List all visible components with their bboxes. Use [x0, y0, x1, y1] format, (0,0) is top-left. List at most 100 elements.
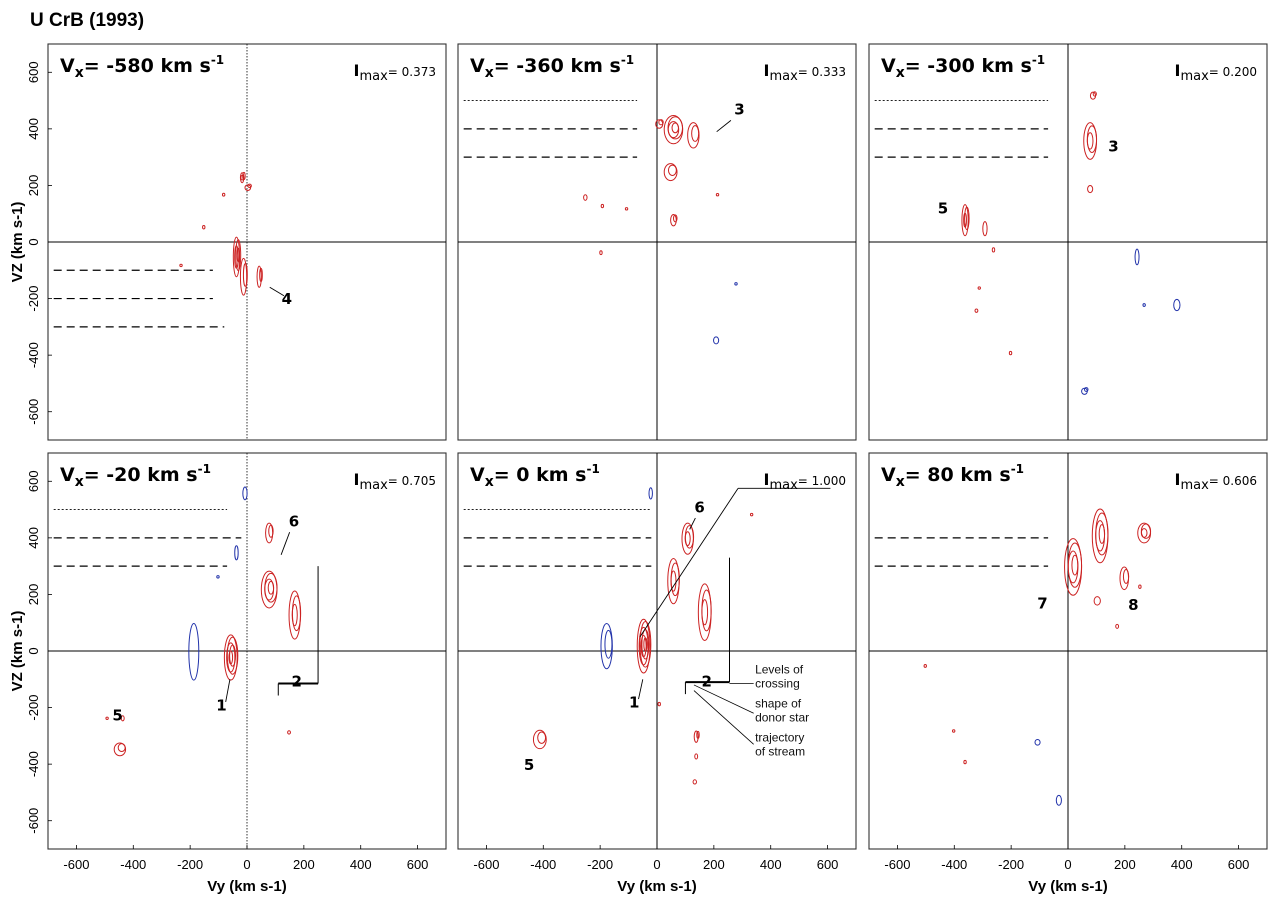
redshift-contour: [923, 664, 927, 668]
blueshift-contour: [713, 336, 720, 345]
y-tick-label: -200: [26, 695, 41, 721]
redshift-contour: [658, 119, 664, 126]
redshift-contour: [234, 245, 239, 269]
redshift-contour: [643, 637, 648, 652]
x-tick-label: 600: [407, 857, 429, 872]
imax-label: Imax= 0.705: [353, 470, 436, 493]
panel-6: 7 8 Vx= 80 km s-1 Imax= 0.606 -600 -400 -200 0 2…: [868, 452, 1268, 895]
x-tick-label: 400: [350, 857, 372, 872]
redshift-contour: [179, 263, 183, 268]
redshift-contour: [221, 192, 226, 197]
redshift-contour: [1093, 596, 1101, 606]
redshift-contour: [667, 164, 677, 177]
blueshift-contour: [1055, 794, 1062, 806]
redshift-contour: [259, 267, 263, 282]
vx-label-part: x: [485, 65, 494, 81]
redshift-contour: [532, 729, 547, 750]
y-tick-label: 400: [26, 527, 41, 549]
vx-label-part: = 80 km s: [905, 464, 1011, 486]
redshift-contour: [670, 214, 677, 227]
vx-label-part: V: [470, 55, 485, 77]
vx-label-part: V: [60, 55, 75, 77]
blueshift-contour: [242, 486, 248, 501]
vx-label-part: V: [470, 464, 485, 486]
redshift-contour: [977, 286, 981, 290]
imax-label-part: max: [769, 69, 798, 84]
redshift-contour: [226, 636, 239, 675]
feature-leader: [689, 517, 696, 530]
imax-label: Imax= 0.606: [1174, 470, 1257, 493]
feature-label: 4: [282, 290, 292, 308]
blueshift-contour: [1173, 298, 1181, 312]
blueshift-contour: [216, 575, 220, 579]
vx-label-part: = 0 km s: [494, 464, 587, 486]
vx-label-part: V: [60, 464, 75, 486]
y-tick-label: 600: [26, 470, 41, 492]
panel-3: 3 5 Vx= -300 km s-1 Imax= 0.200: [868, 43, 1268, 441]
imax-label-part: I: [1174, 61, 1180, 80]
redshift-contour: [202, 225, 206, 230]
redshift-contour: [638, 626, 649, 666]
redshift-contour: [951, 729, 956, 733]
y-tick-label: 0: [26, 238, 41, 245]
feature-leader: [280, 532, 291, 555]
feature-label: 1: [629, 694, 639, 712]
x-tick-label: -600: [473, 857, 499, 872]
vx-label-part: x: [75, 65, 84, 81]
vx-label-part: -1: [198, 462, 211, 476]
y-tick-label: -600: [26, 399, 41, 425]
redshift-contour: [256, 265, 262, 288]
annotation-line: Levels of: [755, 663, 804, 677]
redshift-contour: [693, 730, 699, 743]
redshift-contour: [583, 194, 588, 201]
annotation-line: trajectory: [755, 731, 804, 745]
feature-leader: [225, 679, 231, 702]
redshift-contour: [268, 524, 274, 538]
imax-label-part: = 1.000: [798, 474, 846, 488]
vx-label-part: x: [896, 65, 905, 81]
x-tick-label: -600: [884, 857, 910, 872]
panel-4: 1 6 5 2 Vx= -20 km s-1 Imax= 0.705 600 400 200 0 -…: [9, 452, 447, 895]
redshift-contour: [696, 730, 700, 739]
redshift-contour: [291, 603, 298, 627]
redshift-contour: [691, 125, 700, 142]
x-tick-label: 0: [653, 857, 660, 872]
x-tick-label: 0: [243, 857, 250, 872]
blueshift-contour: [234, 545, 239, 561]
panel-1: 4 Vx= -580 km s-1 Imax= 0.373 600 400 200 0 -20…: [9, 43, 447, 441]
redshift-contour: [537, 731, 547, 744]
redshift-contour: [749, 512, 754, 517]
imax-label-part: I: [763, 61, 769, 80]
y-tick-label: -400: [26, 751, 41, 777]
imax-label-part: max: [359, 478, 388, 493]
redshift-contour: [1086, 132, 1094, 150]
redshift-contour: [715, 193, 720, 197]
y-tick-label: -600: [26, 808, 41, 834]
imax-label-part: = 0.705: [388, 474, 436, 488]
redshift-contour: [636, 618, 651, 674]
feature-label: 3: [734, 101, 744, 119]
feature-label: 6: [289, 513, 299, 531]
redshift-contour: [1138, 584, 1142, 589]
imax-label: Imax= 0.373: [353, 61, 436, 84]
redshift-contour: [671, 122, 679, 134]
redshift-contour: [229, 644, 237, 667]
annotation-line: shape of: [755, 697, 802, 711]
annotation-note: trajectory of stream: [755, 731, 805, 759]
redshift-contour: [120, 715, 125, 722]
vx-label: Vx= 80 km s-1: [881, 462, 1024, 490]
vx-label: Vx= -300 km s-1: [881, 53, 1045, 81]
annotation-line: of stream: [755, 745, 805, 759]
x-axis-label: Vy (km s-1): [1028, 878, 1107, 895]
x-tick-label: 400: [1171, 857, 1193, 872]
vx-label-part: -1: [586, 462, 599, 476]
redshift-contour: [1008, 350, 1013, 356]
annotation-note: shape of donor star: [755, 697, 809, 725]
x-tick-label: -600: [63, 857, 89, 872]
feature-label: 1: [216, 696, 226, 714]
vx-label: Vx= -360 km s-1: [470, 53, 634, 81]
vx-label: Vx= 0 km s-1: [470, 462, 600, 490]
redshift-contour: [640, 635, 647, 658]
blueshift-contour: [1142, 303, 1146, 307]
